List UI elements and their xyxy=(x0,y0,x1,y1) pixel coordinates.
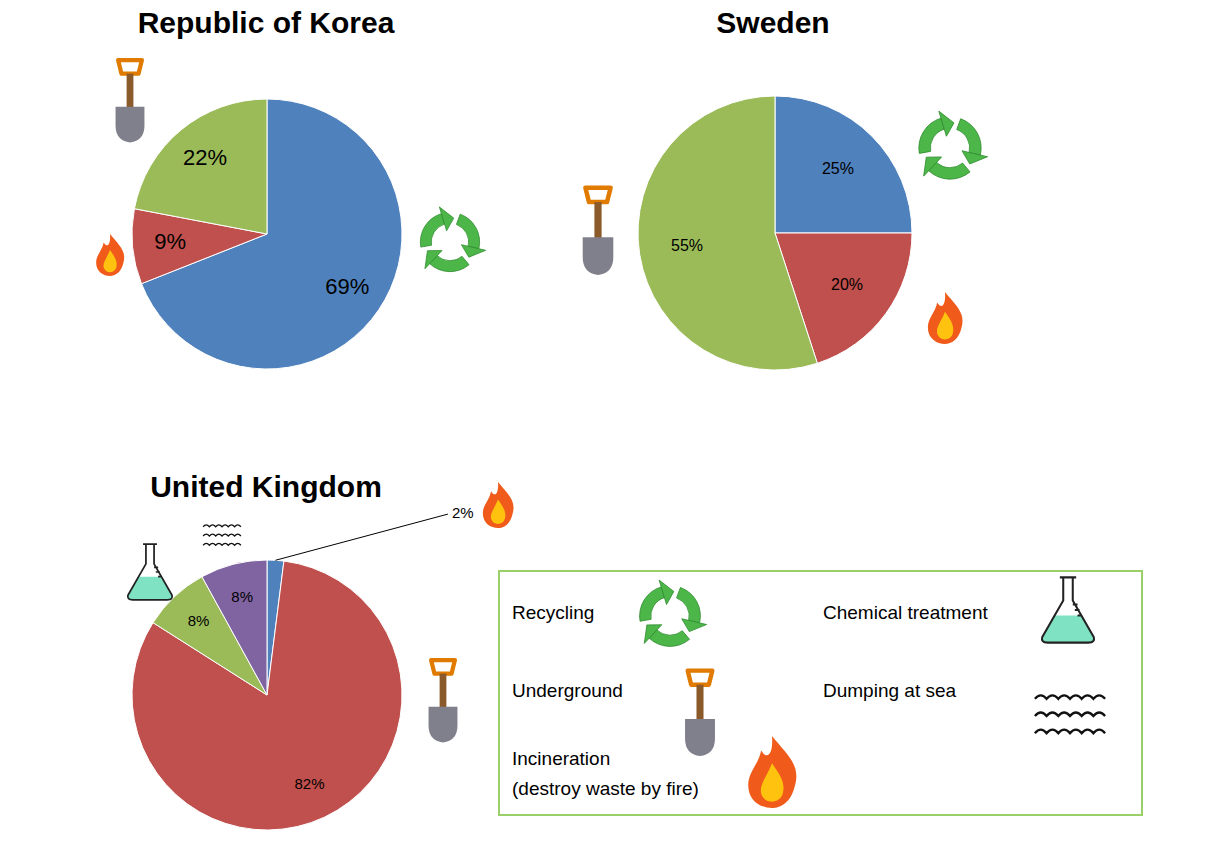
icon-part xyxy=(677,587,701,622)
icon-part xyxy=(937,312,953,340)
icon-part xyxy=(425,251,442,269)
icon-part xyxy=(431,660,455,674)
pie-slice xyxy=(638,96,817,370)
icon-part xyxy=(203,525,241,527)
icon-part xyxy=(103,250,116,272)
icon-part xyxy=(924,157,942,176)
data-label: 69% xyxy=(325,274,369,299)
icon-waves xyxy=(1035,695,1105,733)
icon-shovel xyxy=(685,671,715,756)
legend-label: Incineration xyxy=(512,748,610,769)
legend-label: Recycling xyxy=(512,602,594,623)
icon-part xyxy=(928,292,963,344)
icon-part xyxy=(439,207,453,231)
icon-part xyxy=(761,763,784,801)
icon-part xyxy=(594,202,601,240)
icon-part xyxy=(962,151,988,164)
icon-part xyxy=(1035,695,1105,699)
legend-frame xyxy=(499,571,1142,815)
icon-part xyxy=(640,587,665,621)
icon-part xyxy=(483,482,514,528)
chart-title: United Kingdom xyxy=(150,470,382,503)
icon-part xyxy=(128,544,172,600)
pie-chart: 69% 9% 22% xyxy=(132,99,402,369)
icon-flask xyxy=(128,544,172,600)
icon-part xyxy=(456,214,479,249)
icon-part xyxy=(430,256,469,272)
legend-label: Chemical treatment xyxy=(823,602,988,623)
icon-part xyxy=(1035,730,1105,734)
icon-recycling xyxy=(640,580,707,646)
icon-part xyxy=(203,534,241,536)
pie-slice xyxy=(775,96,912,233)
icon-fire xyxy=(96,234,124,276)
legend-note: (destroy waste by fire) xyxy=(512,778,699,799)
data-label: 82% xyxy=(295,775,325,792)
icon-part xyxy=(116,107,145,143)
icon-recycling xyxy=(919,111,988,179)
figure: 69% 9% 22% Republic of Korea 25% 20% 55% Sweden… xyxy=(0,0,1228,854)
icon-waves xyxy=(203,525,241,545)
leader-line xyxy=(275,514,447,560)
icon-shovel xyxy=(429,660,458,742)
data-label: 20% xyxy=(831,276,863,293)
icon-part xyxy=(696,685,703,722)
data-label: 25% xyxy=(822,160,854,177)
icon-part xyxy=(929,162,970,179)
icon-flask xyxy=(1042,577,1094,642)
icon-part xyxy=(939,111,954,136)
icon-fire xyxy=(748,736,796,808)
data-label: 22% xyxy=(183,145,227,170)
icon-part xyxy=(583,237,614,275)
icon-part xyxy=(203,543,241,545)
data-label: 9% xyxy=(154,229,186,254)
icon-part xyxy=(659,580,674,604)
icon-part xyxy=(919,118,944,153)
data-label: 8% xyxy=(231,588,253,605)
icon-part xyxy=(118,60,142,74)
pie-chart: 25% 20% 55% xyxy=(638,96,912,370)
icon-shovel xyxy=(583,188,614,275)
icon-part xyxy=(682,619,707,632)
slices xyxy=(132,560,402,830)
icon-part xyxy=(420,214,444,247)
icon-part xyxy=(440,674,447,710)
icon-part xyxy=(685,719,715,756)
icon-part xyxy=(491,499,506,523)
pie-slice xyxy=(202,560,267,695)
icon-part xyxy=(748,736,796,808)
legend-label: Dumping at sea xyxy=(823,680,957,701)
icon-fire xyxy=(928,292,963,344)
data-label: 55% xyxy=(671,237,703,254)
icon-part xyxy=(128,577,172,600)
pie-slice xyxy=(134,99,267,234)
icon-part xyxy=(1042,615,1094,642)
chart-title: Sweden xyxy=(716,6,829,39)
icon-shovel xyxy=(116,60,145,142)
icon-part xyxy=(957,119,981,155)
slices xyxy=(132,99,402,369)
data-label: 2% xyxy=(452,504,474,521)
chart-title: Republic of Korea xyxy=(138,6,395,39)
icon-part xyxy=(429,707,458,743)
legend: Recycling Underground Incineration (destroy… xyxy=(499,571,1142,815)
data-label: 8% xyxy=(188,612,210,629)
icon-part xyxy=(585,188,610,202)
icon-part xyxy=(649,630,689,646)
icon-fire xyxy=(483,482,514,528)
slices xyxy=(638,96,912,370)
icon-part xyxy=(688,671,713,685)
icon-part xyxy=(96,234,124,276)
icon-recycling xyxy=(420,207,485,272)
legend-label: Underground xyxy=(512,680,623,701)
icon-part xyxy=(127,74,134,110)
icon-part xyxy=(1035,712,1105,716)
icon-part xyxy=(644,625,662,644)
pie-chart: 2% 82% 8% 8% xyxy=(132,504,474,830)
icon-part xyxy=(461,245,485,258)
icon-part xyxy=(1042,577,1094,642)
